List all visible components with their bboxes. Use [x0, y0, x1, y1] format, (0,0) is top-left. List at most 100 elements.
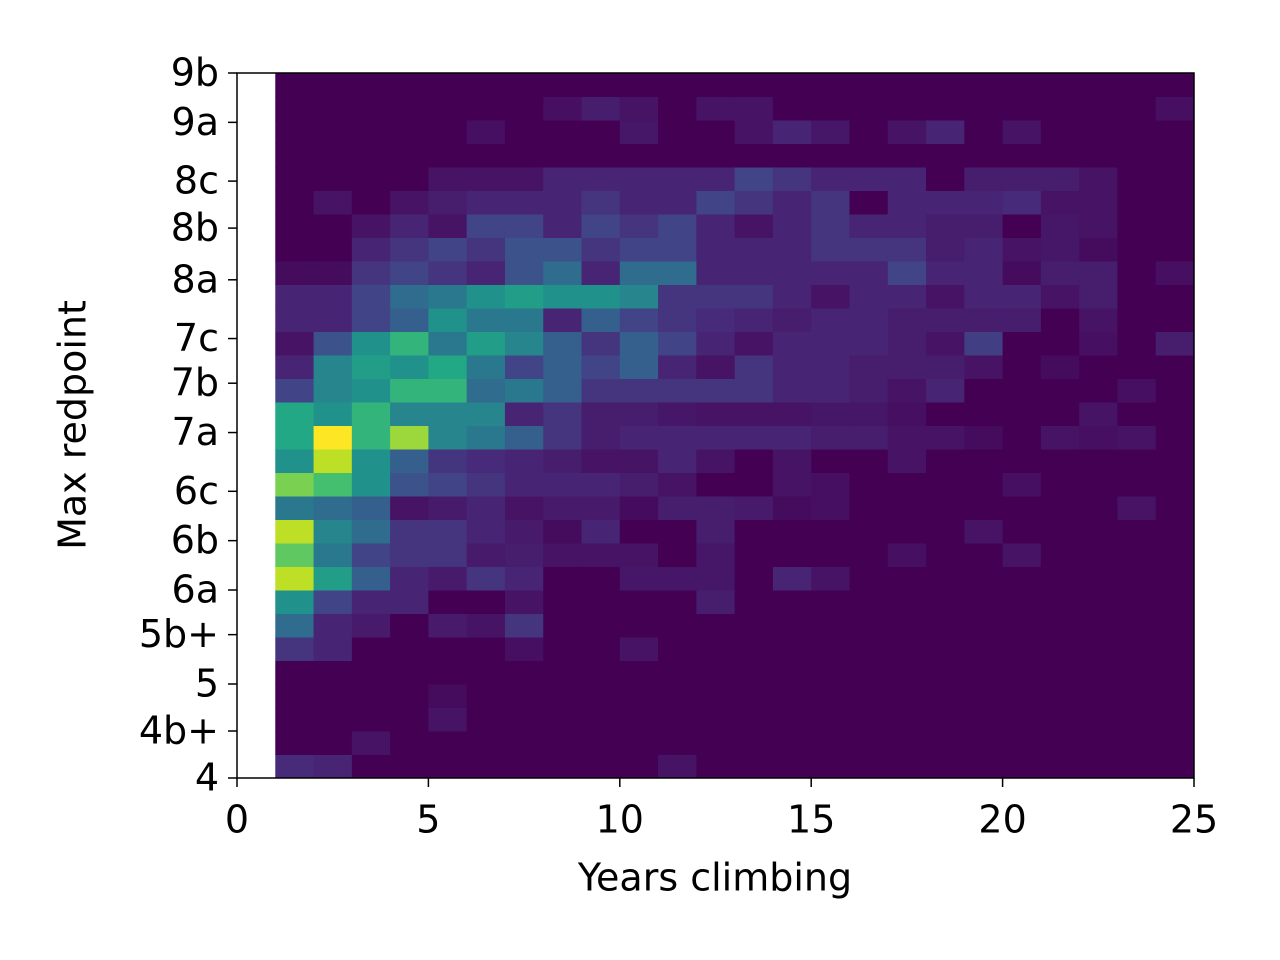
cell [772, 660, 812, 685]
cell [734, 425, 774, 450]
cell [658, 496, 697, 520]
cell [734, 449, 774, 473]
cell [964, 684, 1004, 708]
cell [734, 143, 774, 168]
cell [1040, 660, 1080, 685]
cell [696, 660, 736, 685]
cell [811, 637, 850, 661]
cell [466, 284, 506, 309]
cell [926, 261, 965, 285]
cell [275, 143, 315, 168]
cell [428, 496, 468, 520]
cell [1040, 402, 1080, 426]
cell [1002, 590, 1042, 614]
cell [887, 637, 927, 661]
cell [390, 684, 429, 708]
cell [275, 637, 315, 661]
cell [619, 190, 659, 215]
cell [504, 496, 544, 520]
cell [543, 237, 583, 262]
cell [504, 543, 544, 567]
cell [811, 449, 850, 473]
cell [428, 543, 468, 567]
cell [313, 613, 353, 638]
cell [543, 402, 583, 426]
cell [1079, 261, 1118, 285]
cell [428, 120, 468, 144]
cell [734, 754, 774, 779]
plot-frame [236, 72, 1195, 779]
cell [964, 402, 1004, 426]
cell [849, 425, 889, 450]
cell [504, 684, 544, 708]
cell [658, 237, 697, 262]
cell [1117, 449, 1157, 473]
cell [658, 355, 697, 379]
cell [696, 543, 736, 567]
cell [926, 637, 965, 661]
cell [696, 425, 736, 450]
cell [658, 261, 697, 285]
cell [390, 566, 429, 591]
y-tick-label: 8a [172, 257, 219, 301]
cell [275, 284, 315, 309]
cell [619, 425, 659, 450]
cell [275, 425, 315, 450]
cell [1117, 754, 1157, 779]
cell [658, 378, 697, 403]
cell [390, 331, 429, 356]
cell [1002, 637, 1042, 661]
cell [619, 120, 659, 144]
cell [581, 355, 621, 379]
cell [1040, 143, 1080, 168]
cell [275, 613, 315, 638]
cell [1117, 378, 1157, 403]
cell [734, 167, 774, 191]
cell [964, 425, 1004, 450]
cell [275, 378, 315, 403]
cell [1117, 73, 1157, 97]
cell [964, 143, 1004, 168]
cell [466, 590, 506, 614]
cell [581, 96, 621, 121]
cell [504, 261, 544, 285]
cell [926, 496, 965, 520]
cell [1117, 237, 1157, 262]
cell [811, 590, 850, 614]
cell [1079, 96, 1118, 121]
cell [351, 566, 391, 591]
cell [811, 519, 850, 544]
cell [926, 284, 965, 309]
cell [351, 402, 391, 426]
cell [811, 190, 850, 215]
cell [619, 284, 659, 309]
cell [1117, 308, 1157, 332]
cell [811, 402, 850, 426]
cell [428, 731, 468, 755]
cell [504, 331, 544, 356]
cell [926, 449, 965, 473]
cell [964, 660, 1004, 685]
cell [275, 590, 315, 614]
cell [1079, 425, 1118, 450]
cell [849, 472, 889, 497]
cell [772, 143, 812, 168]
cell [772, 637, 812, 661]
cell [619, 214, 659, 238]
cell [1002, 472, 1042, 497]
cell [849, 237, 889, 262]
cell [390, 731, 429, 755]
cell [1079, 167, 1118, 191]
cell [926, 73, 965, 97]
cell [1079, 331, 1118, 356]
cell [658, 167, 697, 191]
cell [849, 613, 889, 638]
cell [772, 754, 812, 779]
cell [581, 73, 621, 97]
cell [351, 284, 391, 309]
cell [1117, 167, 1157, 191]
cell [772, 331, 812, 356]
cell [1040, 519, 1080, 544]
cell [1002, 660, 1042, 685]
cell [734, 96, 774, 121]
